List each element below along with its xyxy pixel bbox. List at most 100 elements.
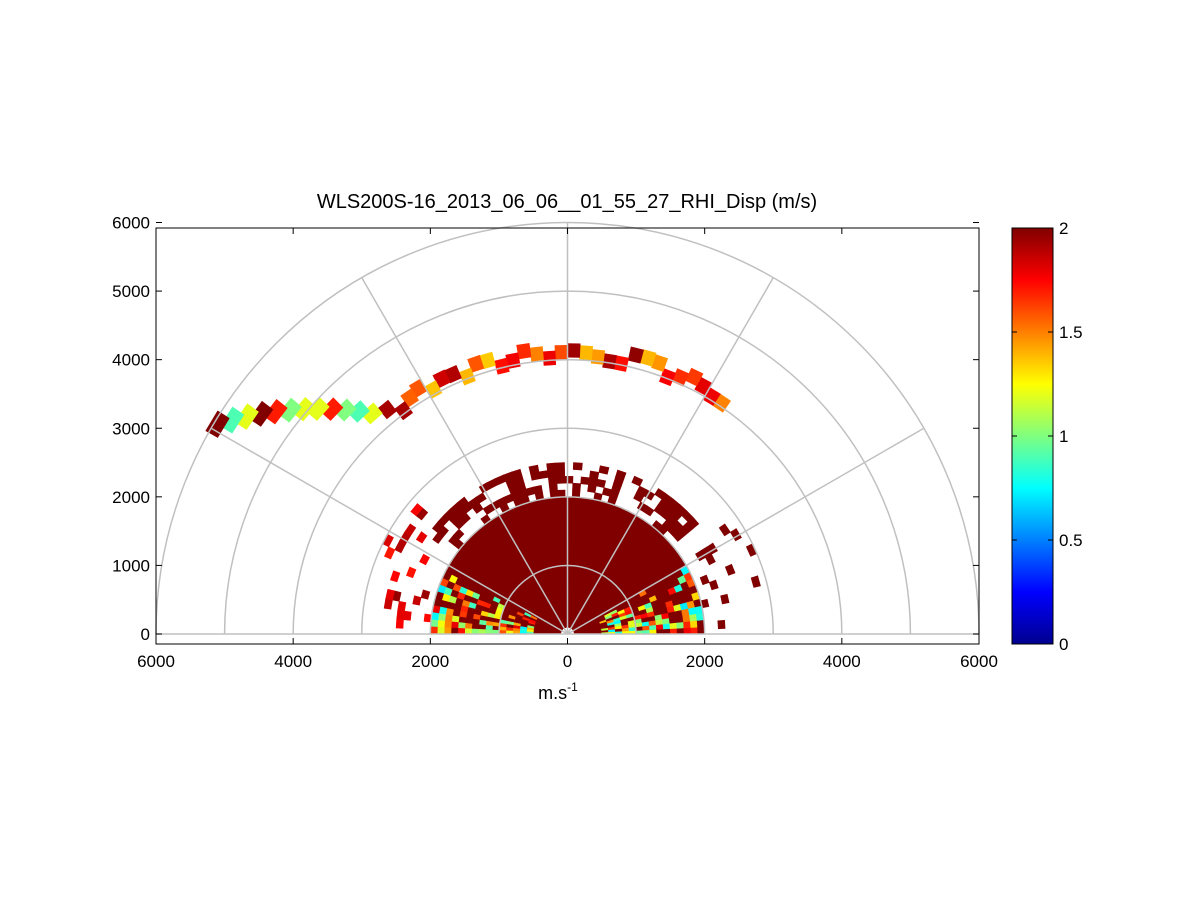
dispersion-cells [205, 343, 761, 635]
dispersion-cell [385, 588, 395, 601]
x-tick-label: 4000 [823, 652, 861, 671]
dispersion-cell [429, 626, 438, 635]
dispersion-cell [570, 558, 576, 567]
dispersion-cell [443, 627, 452, 635]
dispersion-cell [464, 622, 473, 630]
dispersion-cell [390, 570, 401, 583]
dispersion-cell [458, 616, 467, 624]
dispersion-cell [567, 530, 574, 539]
dispersion-cell [548, 483, 558, 492]
dispersion-cell [567, 343, 581, 358]
dispersion-cell [676, 621, 685, 629]
azimuth-spoke [210, 427, 568, 635]
dispersion-cell [451, 615, 460, 623]
dispersion-cell [437, 613, 446, 622]
dispersion-cell [729, 528, 742, 542]
dispersion-cell [724, 563, 736, 576]
dispersion-cell [564, 475, 574, 484]
dispersion-cell [436, 626, 445, 635]
x-axis-ticks: 6000 4000 2000 0 2000 4000 6000 [137, 228, 998, 671]
colorbar-tick-label: 0.5 [1059, 531, 1083, 550]
dispersion-cell [471, 623, 480, 630]
dispersion-cell [578, 517, 587, 526]
y-tick-label: 4000 [112, 351, 150, 370]
dispersion-cell [450, 627, 459, 635]
polar-grid [155, 221, 980, 635]
dispersion-cell [639, 349, 657, 367]
dispersion-cell [567, 496, 576, 505]
dispersion-cell [580, 504, 589, 513]
dispersion-cell [205, 410, 230, 438]
dispersion-cell [555, 524, 563, 533]
dispersion-cell [419, 553, 430, 566]
dispersion-cell [573, 503, 582, 512]
dispersion-cell [410, 503, 424, 517]
y-axis-ticks: 0 1000 2000 3000 4000 5000 6000 [112, 214, 979, 644]
dispersion-cell [478, 624, 487, 631]
colorbar-tick-label: 2 [1059, 219, 1068, 238]
x-axis-label: m.s-1 [538, 680, 578, 703]
dispersion-cell [406, 566, 417, 579]
dispersion-cell [457, 622, 466, 629]
chart-title: WLS200S-16_2013_06_06__01_55_27_RHI_Disp… [317, 191, 817, 213]
dispersion-cell [572, 517, 581, 526]
dispersion-cell [437, 620, 446, 628]
dispersion-cell [699, 574, 710, 586]
dispersion-cell [567, 517, 574, 525]
y-tick-label: 2000 [112, 488, 150, 507]
dispersion-cell [683, 620, 692, 629]
dispersion-cell [553, 503, 562, 512]
dispersion-cell [631, 475, 644, 487]
dispersion-cell [403, 610, 412, 621]
dispersion-cell [556, 475, 566, 484]
dispersion-cell [395, 618, 404, 629]
plot-axes: 6000 4000 2000 0 2000 4000 6000 0 1000 2000 3000 4… [112, 214, 998, 672]
dispersion-cell [432, 532, 444, 544]
dispersion-cell [547, 469, 557, 478]
x-tick-label: 0 [563, 652, 572, 671]
dispersion-cell [750, 575, 761, 588]
dispersion-cell [572, 530, 579, 539]
y-tick-label: 0 [141, 625, 150, 644]
dispersion-cell [560, 510, 568, 518]
dispersion-cell [557, 489, 566, 498]
dispersion-cell [573, 510, 581, 519]
dispersion-cell [708, 579, 719, 591]
dispersion-cell [516, 343, 532, 360]
dispersion-cell [404, 523, 417, 537]
colorbar: 0 0.5 1 1.5 2 [1011, 219, 1083, 654]
dispersion-cell [602, 353, 617, 370]
dispersion-cell [554, 517, 563, 526]
x-tick-label: 2000 [686, 652, 724, 671]
dispersion-cell [450, 621, 459, 629]
y-tick-label: 6000 [112, 214, 150, 233]
y-tick-label: 1000 [112, 556, 150, 575]
dispersion-cell [697, 626, 706, 635]
dispersion-cell [571, 544, 578, 553]
dispersion-cell [685, 367, 704, 387]
dispersion-cell [538, 470, 549, 480]
x-tick-label: 6000 [960, 652, 998, 671]
dispersion-cell [567, 510, 575, 518]
dispersion-cell [690, 626, 699, 635]
dispersion-cell [464, 628, 472, 635]
dispersion-cell [598, 465, 610, 475]
dispersion-cell [547, 476, 558, 485]
dispersion-cell [676, 627, 685, 635]
colorbar-gradient [1011, 227, 1054, 645]
dispersion-cell [396, 609, 405, 621]
dispersion-cell [529, 346, 544, 362]
dispersion-cell [554, 510, 562, 519]
dispersion-cell [443, 620, 452, 629]
dispersion-cell [384, 546, 396, 560]
azimuth-spoke [361, 277, 569, 635]
x-tick-label: 4000 [274, 652, 312, 671]
dispersion-cell [412, 595, 422, 606]
dispersion-cell [580, 476, 590, 485]
dispersion-cell [554, 344, 568, 360]
dispersion-cell [561, 517, 568, 525]
dispersion-cell [579, 345, 594, 361]
azimuth-spoke [567, 427, 925, 635]
colorbar-tick-label: 1 [1059, 427, 1068, 446]
